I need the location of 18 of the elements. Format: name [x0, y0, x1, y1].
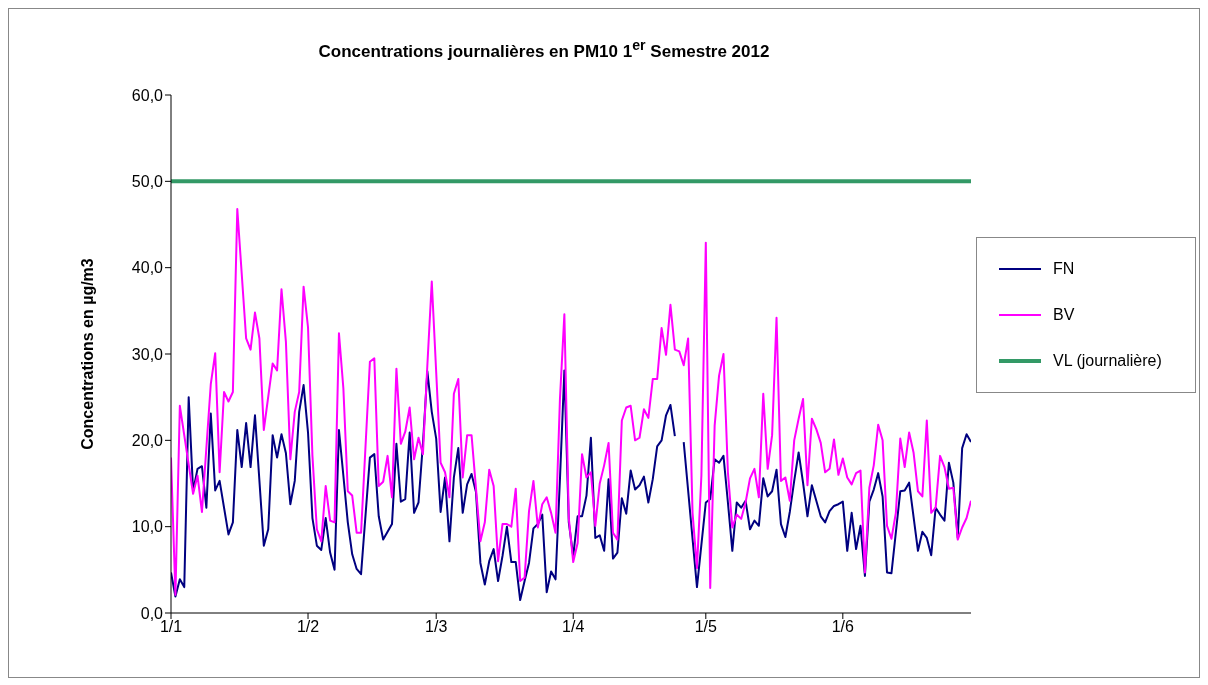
- y-tick-label: 10,0: [131, 518, 164, 536]
- legend-label: VL (journalière): [1053, 352, 1162, 370]
- y-axis-title: Concentrations en µg/m3: [78, 258, 96, 450]
- line-series: [171, 207, 971, 596]
- x-tick-label: 1/5: [694, 618, 718, 636]
- y-tick-label: 60,0: [131, 86, 164, 104]
- y-tick-label: 20,0: [131, 432, 164, 450]
- x-tick-label: 1/2: [296, 618, 320, 636]
- x-tick-label: 1/4: [562, 618, 585, 636]
- x-tick-label: 1/3: [425, 618, 448, 636]
- y-tick-label: 40,0: [131, 259, 164, 277]
- x-tick-label: 1/6: [831, 618, 855, 636]
- y-tick-label: 30,0: [131, 345, 164, 363]
- legend-label: BV: [1053, 306, 1075, 324]
- chart-title: Concentrations journalières en PM10 1$^{er}$ Semestre 2012: [317, 37, 771, 62]
- legend-label: FN: [1053, 260, 1075, 278]
- y-tick-label: 50,0: [131, 173, 164, 191]
- x-tick-label: 1/1: [159, 618, 183, 636]
